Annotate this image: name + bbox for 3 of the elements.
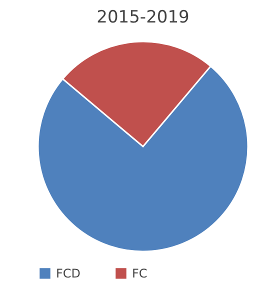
legend-label: FCD <box>56 266 81 280</box>
chart-title: 2015-2019 <box>96 8 190 28</box>
legend-label: FC <box>132 266 148 280</box>
